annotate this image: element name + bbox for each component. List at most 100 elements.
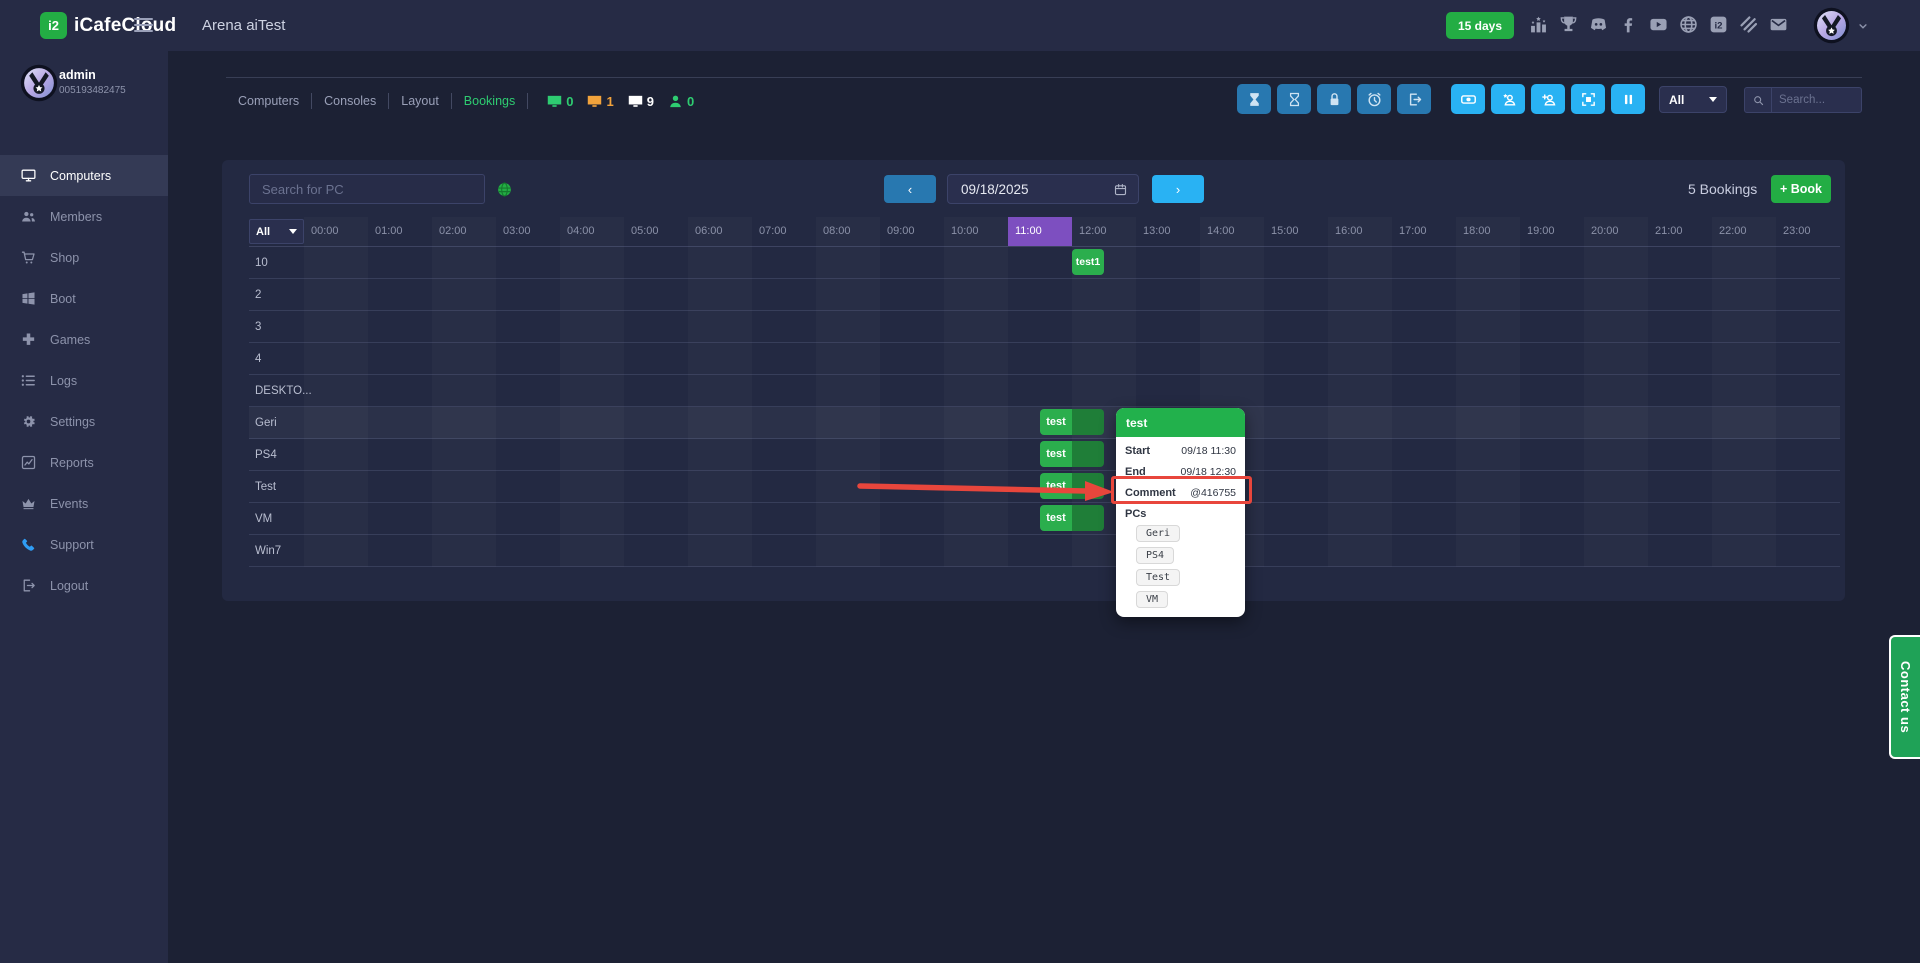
date-prev-button[interactable]: ‹	[884, 175, 936, 203]
grid-row-3[interactable]: 3	[249, 311, 1840, 343]
sidebar-item-support[interactable]: Support	[0, 524, 168, 565]
hour-header-06:00[interactable]: 06:00	[695, 225, 723, 237]
row-label: 4	[255, 353, 262, 365]
grid-row-ps4[interactable]: PS4	[249, 439, 1840, 471]
sidebar-item-logs[interactable]: Logs	[0, 360, 168, 401]
hour-header-00:00[interactable]: 00:00	[311, 225, 339, 237]
row-label: Test	[255, 481, 277, 493]
hour-header-03:00[interactable]: 03:00	[503, 225, 531, 237]
sidebar-item-games[interactable]: Games	[0, 319, 168, 360]
hour-header-21:00[interactable]: 21:00	[1655, 225, 1683, 237]
sidebar-item-computers[interactable]: Computers	[0, 155, 168, 196]
hour-header-13:00[interactable]: 13:00	[1143, 225, 1171, 237]
booking-chip[interactable]: test1	[1072, 249, 1104, 275]
chevron-down-icon[interactable]	[1856, 19, 1870, 33]
mail-icon[interactable]	[1768, 14, 1789, 35]
calendar-icon[interactable]	[1113, 182, 1128, 197]
booking-chip[interactable]: test	[1040, 505, 1104, 531]
social-icons: i2	[1528, 14, 1789, 35]
trophy-icon[interactable]	[1558, 14, 1579, 35]
tab-layout[interactable]: Layout	[401, 94, 439, 108]
alarm-button[interactable]	[1357, 84, 1391, 114]
hour-header-15:00[interactable]: 15:00	[1271, 225, 1299, 237]
facebook-icon[interactable]	[1618, 14, 1639, 35]
sidebar-item-shop[interactable]: Shop	[0, 237, 168, 278]
sidebar-item-events[interactable]: Events	[0, 483, 168, 524]
sidebar-item-label: Events	[50, 496, 89, 511]
ranking-icon[interactable]	[1528, 14, 1549, 35]
grid-row-10[interactable]: 10	[249, 247, 1840, 279]
signout-button[interactable]	[1397, 84, 1431, 114]
globe-icon[interactable]	[1678, 14, 1699, 35]
pause-button[interactable]	[1611, 84, 1645, 114]
book-button[interactable]: + Book	[1771, 175, 1831, 203]
icafecloud-icon[interactable]: i2	[1708, 14, 1729, 35]
hourglass-filled-button[interactable]	[1237, 84, 1271, 114]
settings-icon	[20, 413, 37, 430]
sidebar-item-boot[interactable]: Boot	[0, 278, 168, 319]
row-filter-select[interactable]: All	[249, 219, 304, 244]
grid-row-4[interactable]: 4	[249, 343, 1840, 375]
search-input[interactable]	[1772, 94, 1861, 106]
cash-button[interactable]	[1451, 84, 1485, 114]
hour-header-17:00[interactable]: 17:00	[1399, 225, 1427, 237]
hour-header-12:00[interactable]: 12:00	[1079, 225, 1107, 237]
profile-avatar[interactable]	[20, 64, 58, 102]
lock-button[interactable]	[1317, 84, 1351, 114]
hour-header-08:00[interactable]: 08:00	[823, 225, 851, 237]
user-avatar[interactable]	[1813, 7, 1850, 44]
user-plus-button[interactable]	[1531, 84, 1565, 114]
row-label: PS4	[255, 449, 277, 461]
user-star-button[interactable]	[1491, 84, 1525, 114]
hour-header-04:00[interactable]: 04:00	[567, 225, 595, 237]
tab-separator	[388, 93, 390, 109]
hour-header-02:00[interactable]: 02:00	[439, 225, 467, 237]
sidebar-item-logout[interactable]: Logout	[0, 565, 168, 606]
hour-header-05:00[interactable]: 05:00	[631, 225, 659, 237]
hour-header-01:00[interactable]: 01:00	[375, 225, 403, 237]
sidebar-item-reports[interactable]: Reports	[0, 442, 168, 483]
contact-us-tab[interactable]: Contact us	[1889, 635, 1920, 759]
counter-monitor-0: 0	[546, 93, 573, 110]
globe-icon[interactable]	[496, 181, 513, 198]
hour-header-14:00[interactable]: 14:00	[1207, 225, 1235, 237]
events-icon	[20, 495, 37, 512]
grid-row-test[interactable]: Test	[249, 471, 1840, 503]
hour-header-11:00[interactable]: 11:00	[1008, 217, 1072, 246]
hour-header-19:00[interactable]: 19:00	[1527, 225, 1555, 237]
tab-bookings[interactable]: Bookings	[463, 94, 516, 108]
hour-header-16:00[interactable]: 16:00	[1335, 225, 1363, 237]
discord-icon[interactable]	[1588, 14, 1609, 35]
hour-header-20:00[interactable]: 20:00	[1591, 225, 1619, 237]
sidebar-item-members[interactable]: Members	[0, 196, 168, 237]
booking-chip[interactable]: test	[1040, 441, 1104, 467]
hourglass-button[interactable]	[1277, 84, 1311, 114]
grid-row-deskto-[interactable]: DESKTO...	[249, 375, 1840, 407]
svg-text:i2: i2	[1714, 20, 1722, 31]
youtube-icon[interactable]	[1648, 14, 1669, 35]
date-input[interactable]	[948, 181, 1113, 197]
hour-header-07:00[interactable]: 07:00	[759, 225, 787, 237]
tab-consoles[interactable]: Consoles	[324, 94, 377, 108]
date-picker	[947, 174, 1139, 204]
trial-days-badge[interactable]: 15 days	[1446, 12, 1515, 39]
grid-row-vm[interactable]: VM	[249, 503, 1840, 535]
sidebar-item-label: Settings	[50, 414, 96, 429]
menu-toggle-icon[interactable]	[134, 18, 153, 32]
hour-header-22:00[interactable]: 22:00	[1719, 225, 1747, 237]
grid-row-2[interactable]: 2	[249, 279, 1840, 311]
hour-header-18:00[interactable]: 18:00	[1463, 225, 1491, 237]
capture-button[interactable]	[1571, 84, 1605, 114]
booking-chip[interactable]: test	[1040, 409, 1104, 435]
hour-header-10:00[interactable]: 10:00	[951, 225, 979, 237]
layers-icon[interactable]	[1738, 14, 1759, 35]
app-logo[interactable]: i2 iCafeCloud	[40, 12, 176, 39]
pc-search-input[interactable]	[249, 174, 485, 204]
sidebar-item-settings[interactable]: Settings	[0, 401, 168, 442]
computer-filter-select[interactable]: All	[1659, 86, 1727, 113]
hour-header-09:00[interactable]: 09:00	[887, 225, 915, 237]
date-next-button[interactable]: ›	[1152, 175, 1204, 203]
grid-row-win7[interactable]: Win7	[249, 535, 1840, 567]
tab-computers[interactable]: Computers	[238, 94, 300, 108]
hour-header-23:00[interactable]: 23:00	[1783, 225, 1811, 237]
